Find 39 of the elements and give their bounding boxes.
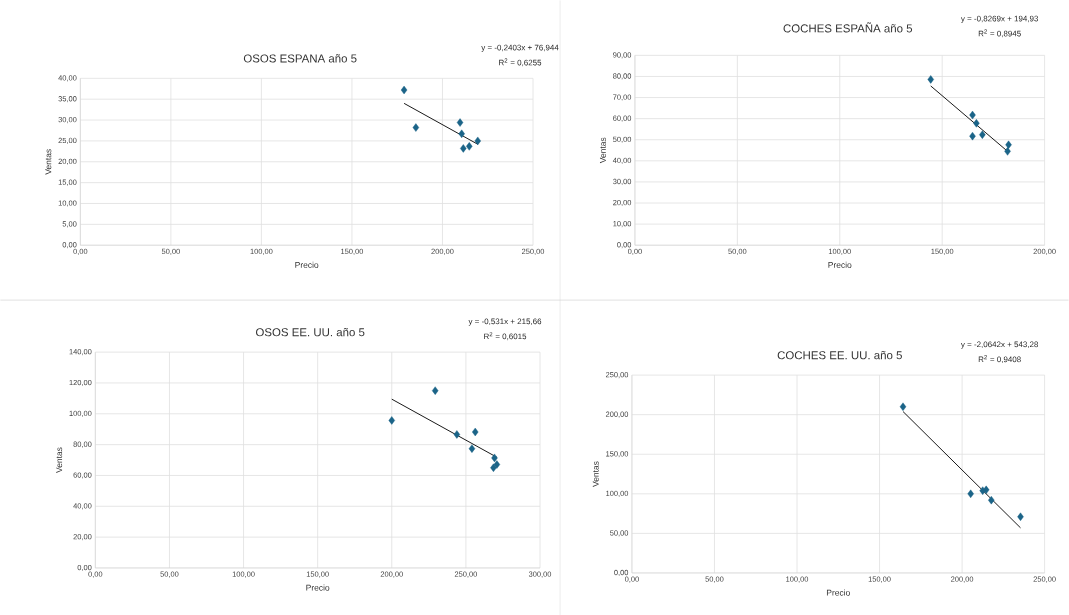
point [468,444,476,453]
point [988,495,995,505]
point [969,131,976,141]
point [412,123,420,132]
y-axis-title: Ventas [45,148,52,175]
point [453,430,461,439]
chart-title: OSOS EE. UU. año 5 [256,327,365,337]
chart-title: COCHES EE. UU. año 5 [777,350,902,360]
point [491,453,498,462]
point [400,85,408,95]
point [490,463,497,472]
chart-title: COCHES ESPAÑA año 5 [783,22,913,33]
point [458,129,465,138]
point [967,489,974,498]
point [460,144,467,153]
point [1005,140,1012,149]
point [969,110,976,120]
point [979,486,986,495]
y-axis-title: Ventas [56,447,63,473]
x-axis-title: Precio [828,261,852,268]
point [1004,146,1011,156]
y-axis-title: Ventas [599,137,606,164]
point [927,75,934,84]
point [1017,512,1024,521]
point [472,427,479,437]
y-axis-title: Ventas [592,461,599,487]
point [388,416,395,425]
point [466,141,473,151]
x-axis-title: Precio [306,584,330,591]
point [432,386,439,395]
x-axis-title: Precio [826,589,850,596]
x-axis-title: Precio [295,261,319,268]
point [979,130,986,139]
point [474,136,481,145]
chart-title: OSOS ESPANA año 5 [243,54,357,63]
point [493,460,501,469]
point [899,402,907,411]
point [973,118,980,128]
point [456,118,464,127]
